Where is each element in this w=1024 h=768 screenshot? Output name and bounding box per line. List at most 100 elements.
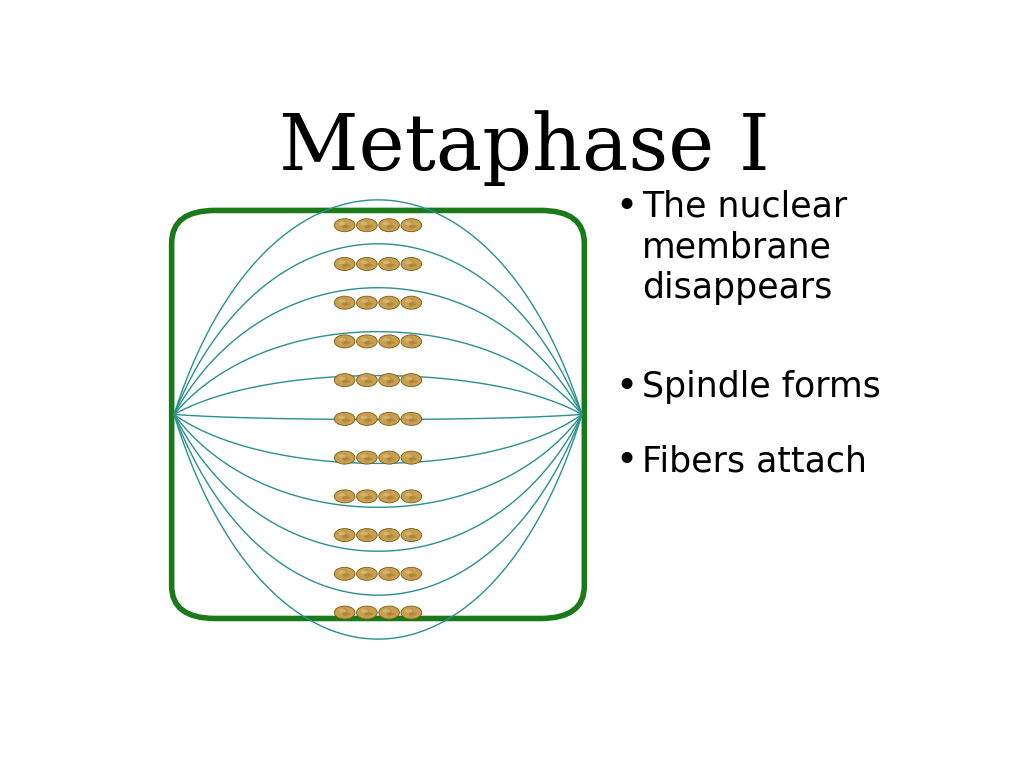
Ellipse shape: [342, 336, 347, 346]
Ellipse shape: [334, 606, 355, 619]
Ellipse shape: [342, 297, 347, 308]
Ellipse shape: [383, 338, 390, 342]
Ellipse shape: [386, 336, 391, 346]
Ellipse shape: [401, 568, 422, 581]
Ellipse shape: [334, 296, 355, 310]
Ellipse shape: [409, 336, 414, 346]
Ellipse shape: [360, 493, 368, 497]
Ellipse shape: [365, 259, 370, 269]
Ellipse shape: [409, 607, 414, 617]
Ellipse shape: [379, 257, 399, 270]
Ellipse shape: [342, 457, 350, 461]
Ellipse shape: [383, 609, 390, 613]
Ellipse shape: [342, 568, 347, 579]
Ellipse shape: [409, 220, 414, 230]
Ellipse shape: [401, 451, 422, 464]
Ellipse shape: [365, 336, 370, 346]
Ellipse shape: [339, 609, 346, 613]
Ellipse shape: [386, 607, 391, 617]
Ellipse shape: [409, 452, 414, 463]
Ellipse shape: [401, 606, 422, 619]
Ellipse shape: [365, 419, 373, 422]
Ellipse shape: [360, 377, 368, 380]
Text: •: •: [615, 444, 638, 480]
Ellipse shape: [360, 609, 368, 613]
Ellipse shape: [365, 574, 373, 577]
Ellipse shape: [386, 375, 391, 386]
Ellipse shape: [409, 297, 414, 308]
Ellipse shape: [360, 260, 368, 264]
Ellipse shape: [360, 454, 368, 458]
Ellipse shape: [409, 574, 417, 577]
Ellipse shape: [342, 612, 350, 615]
Ellipse shape: [386, 452, 391, 463]
Ellipse shape: [339, 493, 346, 497]
Ellipse shape: [386, 530, 391, 541]
Ellipse shape: [409, 496, 417, 499]
Ellipse shape: [365, 225, 373, 228]
Ellipse shape: [365, 492, 370, 502]
Ellipse shape: [334, 451, 355, 464]
Ellipse shape: [342, 259, 347, 269]
Ellipse shape: [342, 380, 350, 383]
Ellipse shape: [406, 377, 413, 380]
Ellipse shape: [406, 531, 413, 535]
Ellipse shape: [342, 414, 347, 424]
Ellipse shape: [401, 374, 422, 386]
Ellipse shape: [406, 300, 413, 303]
Ellipse shape: [356, 257, 377, 270]
Ellipse shape: [406, 493, 413, 497]
Ellipse shape: [409, 419, 417, 422]
Ellipse shape: [409, 457, 417, 461]
Ellipse shape: [342, 303, 350, 306]
Ellipse shape: [334, 490, 355, 503]
Ellipse shape: [356, 412, 377, 425]
Ellipse shape: [342, 452, 347, 463]
Ellipse shape: [409, 259, 414, 269]
Ellipse shape: [365, 607, 370, 617]
Ellipse shape: [383, 531, 390, 535]
Ellipse shape: [383, 571, 390, 574]
Text: •: •: [615, 190, 638, 226]
Text: Metaphase I: Metaphase I: [280, 110, 770, 186]
Ellipse shape: [360, 571, 368, 574]
Ellipse shape: [342, 263, 350, 266]
Ellipse shape: [409, 225, 417, 228]
Ellipse shape: [334, 257, 355, 270]
Ellipse shape: [342, 535, 350, 538]
Ellipse shape: [409, 535, 417, 538]
Ellipse shape: [386, 574, 395, 577]
Ellipse shape: [342, 492, 347, 502]
Ellipse shape: [379, 528, 399, 541]
Ellipse shape: [365, 535, 373, 538]
Ellipse shape: [409, 568, 414, 579]
Ellipse shape: [356, 335, 377, 348]
Ellipse shape: [386, 535, 395, 538]
Ellipse shape: [356, 528, 377, 541]
Ellipse shape: [365, 457, 373, 461]
Ellipse shape: [379, 412, 399, 425]
Ellipse shape: [342, 574, 350, 577]
Ellipse shape: [342, 419, 350, 422]
Ellipse shape: [342, 220, 347, 230]
Ellipse shape: [383, 222, 390, 225]
Ellipse shape: [334, 528, 355, 541]
Ellipse shape: [409, 303, 417, 306]
Ellipse shape: [360, 531, 368, 535]
Ellipse shape: [356, 374, 377, 386]
Ellipse shape: [342, 530, 347, 541]
Ellipse shape: [401, 219, 422, 232]
Ellipse shape: [342, 607, 347, 617]
Text: The nuclear
membrane
disappears: The nuclear membrane disappears: [642, 190, 848, 305]
Ellipse shape: [386, 496, 395, 499]
Ellipse shape: [379, 490, 399, 503]
Ellipse shape: [360, 222, 368, 225]
Ellipse shape: [379, 296, 399, 310]
Ellipse shape: [379, 219, 399, 232]
Ellipse shape: [406, 260, 413, 264]
Ellipse shape: [379, 335, 399, 348]
Ellipse shape: [386, 341, 395, 344]
Ellipse shape: [383, 493, 390, 497]
Ellipse shape: [339, 415, 346, 419]
Ellipse shape: [339, 571, 346, 574]
